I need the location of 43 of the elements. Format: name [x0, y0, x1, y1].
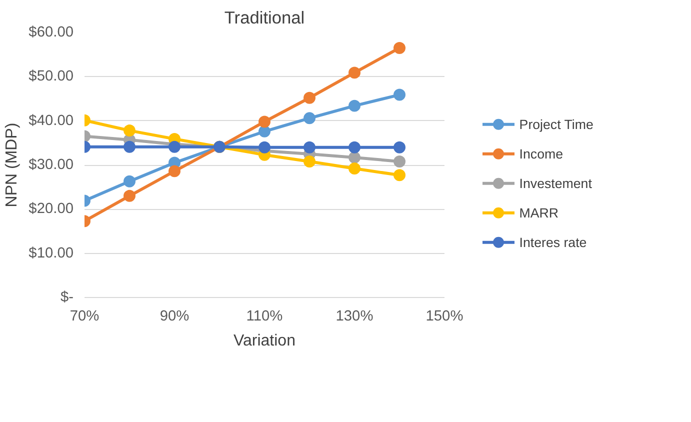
legend-label: Project Time: [519, 116, 594, 132]
y-tick-label: $30.00: [28, 157, 74, 173]
point: [304, 112, 316, 124]
point: [304, 141, 316, 154]
point: [304, 155, 316, 168]
y-tick-label: $20.00: [28, 201, 74, 218]
y-tick-label: $10.00: [28, 245, 74, 262]
legend-label: MARR: [519, 205, 559, 220]
point: [258, 125, 270, 138]
x-tick-label: 70%: [70, 308, 100, 324]
legend-label: Income: [519, 146, 564, 162]
y-tick-label: $60.00: [28, 24, 74, 40]
y-axis-title: NPN (MDP): [4, 122, 21, 208]
x-tick-label: 110%: [246, 308, 283, 324]
y-tick-label: $-: [60, 290, 74, 306]
x-tick-label: 150%: [426, 308, 464, 324]
x-tick-label: 130%: [336, 308, 374, 324]
point: [348, 66, 360, 79]
point: [394, 42, 406, 54]
chart-title: Traditional: [224, 8, 305, 28]
point: [124, 175, 136, 188]
point: [394, 88, 406, 101]
point: [348, 100, 360, 112]
point: [124, 140, 136, 153]
point: [124, 190, 136, 202]
point: [348, 141, 360, 154]
y-tick-label: $40.00: [28, 112, 74, 129]
y-tick-label: $50.00: [28, 68, 74, 85]
point: [304, 92, 316, 104]
point: [348, 152, 360, 164]
point: [394, 169, 406, 182]
legend-label: Interes rate: [519, 234, 587, 250]
point: [348, 162, 360, 175]
x-tick-label: 90%: [160, 308, 190, 324]
point: [168, 140, 180, 153]
point: [258, 141, 270, 154]
point: [394, 155, 406, 168]
point: [258, 116, 270, 128]
point: [168, 165, 180, 178]
x-axis-title: Variation: [234, 332, 296, 350]
point: [394, 141, 406, 154]
point: [124, 124, 136, 137]
legend-label: Investement: [519, 176, 592, 191]
